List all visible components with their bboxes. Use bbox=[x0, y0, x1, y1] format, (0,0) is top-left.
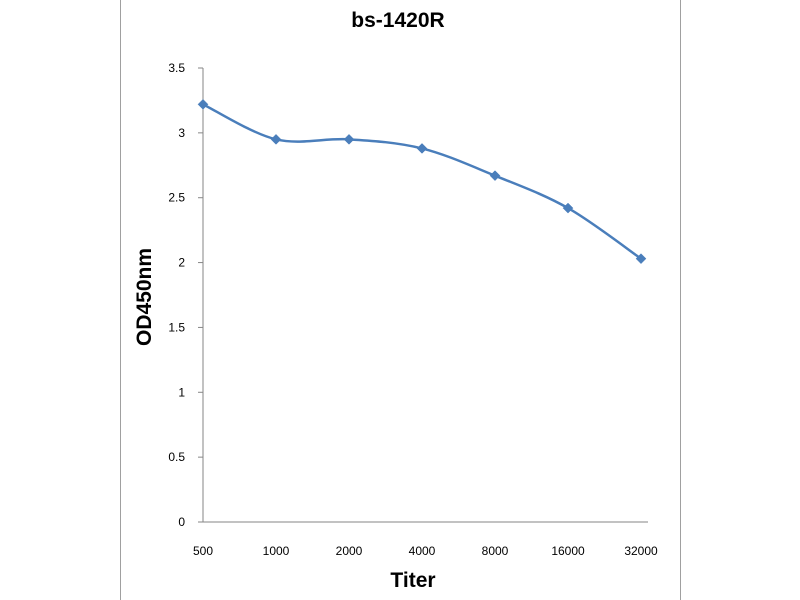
y-tick-label: 3 bbox=[178, 126, 185, 140]
chart-svg: bs-1420R 0 0.5 1 1.5 2 2.5 3 3.5 500 1000 2000 400… bbox=[133, 9, 658, 592]
data-point-marker bbox=[416, 143, 428, 154]
x-tick-label: 8000 bbox=[482, 544, 509, 558]
series-line bbox=[202, 103, 642, 260]
chart-title: bs-1420R bbox=[351, 9, 444, 32]
y-tick-label: 2.5 bbox=[168, 191, 185, 205]
chart-frame: bs-1420R 0 0.5 1 1.5 2 2.5 3 3.5 500 1000 2000 400… bbox=[120, 0, 681, 600]
y-tick-label: 2 bbox=[178, 256, 185, 270]
x-tick-label: 500 bbox=[193, 544, 213, 558]
x-ticks: 500 1000 2000 4000 8000 16000 32000 bbox=[193, 544, 658, 558]
x-tick-label: 2000 bbox=[336, 544, 363, 558]
y-ticks: 0 0.5 1 1.5 2 2.5 3 3.5 bbox=[168, 61, 203, 529]
y-tick-label: 0.5 bbox=[168, 450, 185, 464]
x-tick-label: 16000 bbox=[551, 544, 585, 558]
data-point-marker bbox=[270, 133, 282, 145]
x-tick-label: 1000 bbox=[263, 544, 290, 558]
y-tick-label: 3.5 bbox=[168, 61, 185, 75]
data-point-marker bbox=[197, 98, 209, 110]
y-tick-label: 1.5 bbox=[168, 320, 185, 334]
x-tick-label: 32000 bbox=[624, 544, 658, 558]
data-point-marker bbox=[635, 253, 647, 265]
data-point-marker bbox=[489, 170, 501, 182]
y-axis-title: OD450nm bbox=[133, 248, 156, 346]
x-tick-label: 4000 bbox=[409, 544, 436, 558]
data-point-marker bbox=[343, 133, 355, 145]
y-tick-label: 0 bbox=[178, 515, 185, 529]
data-point-marker bbox=[562, 202, 574, 214]
y-tick-label: 1 bbox=[178, 385, 185, 399]
series-group bbox=[197, 98, 647, 265]
x-axis-title: Titer bbox=[390, 569, 435, 592]
